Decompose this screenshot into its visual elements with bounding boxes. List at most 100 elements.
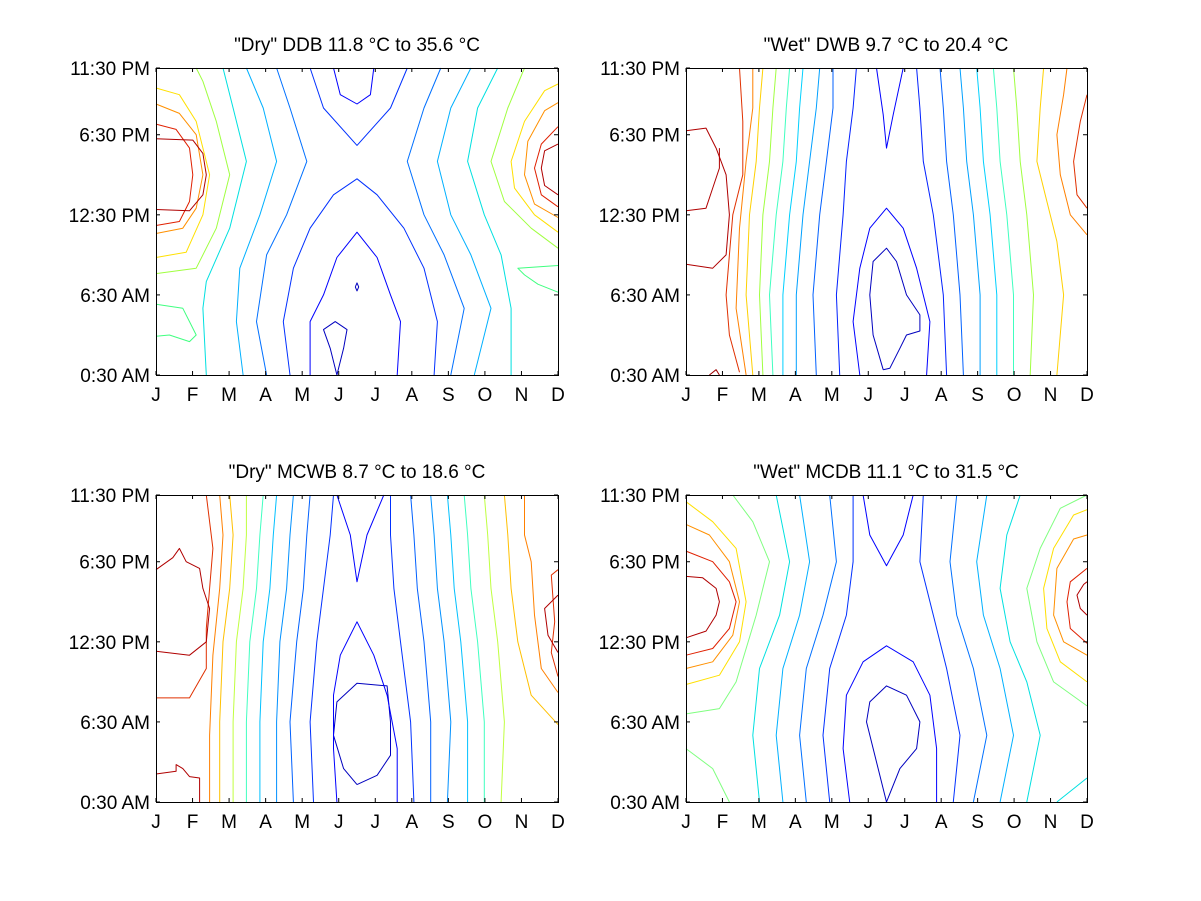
- contour-line: [916, 67, 948, 376]
- contour-line: [745, 67, 764, 376]
- x-tick-label: J: [864, 812, 874, 833]
- contour-line: [769, 67, 791, 376]
- contour-line: [155, 103, 204, 234]
- contour-line: [869, 247, 921, 371]
- contour-line: [490, 67, 559, 249]
- contour-line: [1066, 568, 1088, 644]
- x-tick-label: M: [294, 385, 310, 406]
- y-tick-label: 0:30 AM: [610, 366, 680, 387]
- y-tick-label: 12:30 PM: [69, 633, 150, 654]
- x-tick-label: F: [717, 385, 729, 406]
- x-tick-label: S: [971, 385, 984, 406]
- contour-line: [524, 102, 559, 218]
- contour-line: [510, 83, 559, 233]
- x-tick-label: A: [259, 385, 272, 406]
- x-tick-label: A: [789, 812, 802, 833]
- contour-line: [209, 494, 224, 802]
- contour-line: [155, 123, 194, 226]
- contour-line: [685, 501, 747, 685]
- contour-line: [795, 67, 821, 375]
- x-tick-label: M: [751, 812, 767, 833]
- contour-line: [939, 67, 964, 376]
- contour-line: [866, 685, 921, 803]
- panel-dry-mcwb: "Dry" MCWB 8.7 °C to 18.6 °C J F M A M J J A S O N…: [69, 462, 565, 833]
- y-tick-label: 11:30 PM: [600, 486, 680, 507]
- contour-line: [1073, 94, 1088, 209]
- x-tick-label: D: [1080, 812, 1094, 833]
- contour-line: [799, 494, 837, 803]
- contour-line: [333, 621, 398, 803]
- x-tick-label: O: [478, 385, 493, 406]
- panel-dry-ddb: "Dry" DDB 11.8 °C to 35.6 °C J F M A M J J A S O N…: [69, 35, 565, 406]
- contour-line: [709, 369, 720, 376]
- contour-lines: [685, 494, 1088, 803]
- contour-line: [259, 494, 278, 802]
- y-tick-label: 11:30 PM: [70, 59, 150, 80]
- contour-line: [949, 494, 988, 803]
- y-tick-label: 12:30 PM: [599, 206, 680, 227]
- contour-line: [323, 321, 348, 376]
- contour-line: [410, 494, 432, 802]
- contour-line: [1026, 494, 1088, 707]
- y-tick-label: 12:30 PM: [69, 206, 150, 227]
- contour-line: [406, 67, 465, 376]
- contour-line: [155, 547, 211, 656]
- contour-line: [467, 67, 512, 375]
- contour-line: [919, 494, 961, 803]
- contour-line: [219, 494, 234, 802]
- x-tick-label: F: [187, 812, 199, 833]
- contour-line: [333, 682, 391, 786]
- contour-line: [430, 494, 452, 803]
- x-tick-label: N: [1044, 385, 1058, 406]
- panel-title: "Dry" DDB 11.8 °C to 35.6 °C: [234, 35, 480, 56]
- contour-line: [282, 178, 438, 376]
- contour-line: [245, 494, 264, 802]
- x-tick-label: J: [151, 812, 161, 833]
- contour-line: [436, 67, 492, 376]
- contour-line: [862, 494, 914, 567]
- contour-line: [517, 265, 559, 293]
- x-tick-label: N: [1044, 812, 1058, 833]
- axes-frame: [156, 68, 559, 376]
- contour-line: [685, 748, 730, 803]
- contour-line: [1053, 534, 1088, 656]
- contour-line: [752, 494, 791, 803]
- contour-line: [483, 494, 505, 803]
- x-tick-label: M: [221, 812, 237, 833]
- x-tick-label: J: [681, 385, 691, 406]
- contour-line: [309, 67, 408, 146]
- contour-line: [992, 67, 1014, 375]
- x-tick-label: S: [442, 385, 455, 406]
- contour-line: [544, 594, 559, 653]
- contour-line: [336, 494, 385, 583]
- contour-lines: [685, 67, 1088, 376]
- y-tick-label: 6:30 PM: [609, 553, 680, 574]
- panel-title: "Wet" MCDB 11.1 °C to 31.5 °C: [753, 462, 1019, 483]
- contour-line: [309, 494, 334, 803]
- x-tick-label: A: [405, 812, 418, 833]
- x-tick-label: M: [294, 812, 310, 833]
- contour-line: [289, 494, 311, 803]
- x-tick-label: J: [864, 385, 874, 406]
- contour-line: [1043, 509, 1088, 683]
- contour-line: [155, 764, 201, 802]
- y-tick-label: 0:30 AM: [80, 366, 150, 387]
- x-tick-label: J: [371, 812, 381, 833]
- x-tick-label: A: [789, 385, 802, 406]
- contour-line: [503, 494, 559, 725]
- contour-line: [1056, 777, 1088, 803]
- contour-line: [685, 550, 737, 656]
- contour-line: [775, 494, 811, 803]
- contour-line: [276, 494, 294, 802]
- x-tick-label: A: [405, 385, 418, 406]
- contour-line: [202, 67, 247, 376]
- contour-line: [876, 67, 904, 149]
- contour-line: [534, 126, 559, 208]
- x-tick-label: M: [824, 812, 840, 833]
- y-tick-label: 6:30 PM: [79, 126, 150, 147]
- x-tick-label: D: [551, 812, 565, 833]
- y-tick-label: 6:30 AM: [80, 286, 150, 307]
- x-tick-label: O: [478, 812, 493, 833]
- contour-line: [1013, 67, 1034, 376]
